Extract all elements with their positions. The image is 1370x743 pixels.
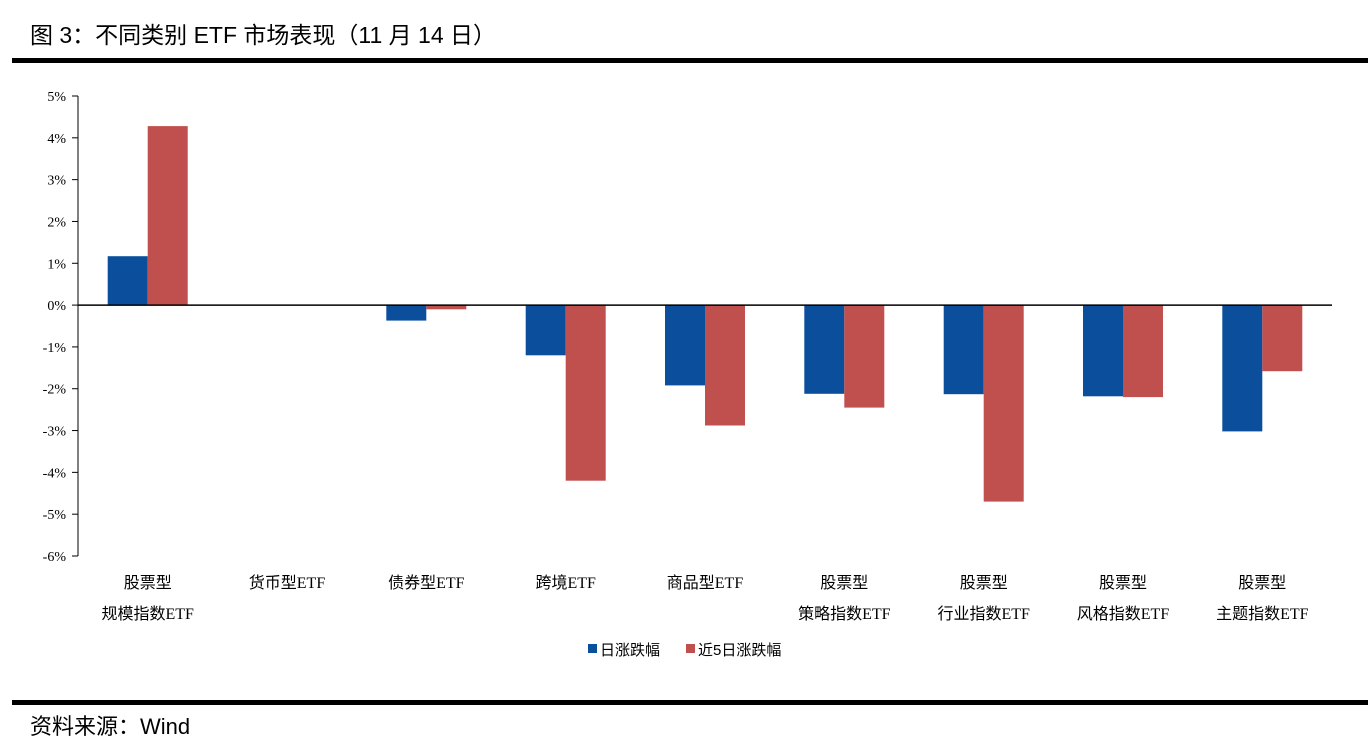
- x-category-label: 风格指数ETF: [1077, 605, 1170, 623]
- bar-five-day-7: [1123, 305, 1163, 398]
- bar-five-day-3: [565, 305, 606, 481]
- y-tick-label: -4%: [43, 466, 67, 481]
- bars-layer: [107, 126, 1303, 502]
- x-category-label: 跨境ETF: [535, 573, 596, 592]
- axes-layer: [77, 96, 1332, 556]
- y-tick-label: -1%: [43, 341, 67, 356]
- x-category-label: 债券型ETF: [388, 574, 465, 592]
- top-rule: [12, 58, 1368, 63]
- bar-daily-6: [943, 305, 984, 395]
- x-category-label: 股票型: [1099, 574, 1147, 592]
- y-tick-label: 3%: [47, 174, 66, 189]
- bar-daily-2: [386, 305, 427, 321]
- x-category-label: 策略指数ETF: [798, 605, 891, 623]
- x-category-label: 股票型: [820, 574, 868, 592]
- bar-five-day-6: [983, 305, 1024, 502]
- bar-daily-7: [1083, 305, 1123, 397]
- x-category-label: 主题指数ETF: [1216, 605, 1309, 623]
- bottom-rule: [12, 700, 1368, 705]
- bar-five-day-4: [705, 305, 745, 426]
- x-category-label: 货币型ETF: [249, 574, 326, 592]
- y-tick-label: -3%: [43, 425, 67, 440]
- y-tick-label: -5%: [43, 508, 67, 523]
- x-category-label: 规模指数ETF: [101, 605, 194, 623]
- x-category-label: 股票型: [1238, 574, 1286, 592]
- y-tick-label: 0%: [47, 299, 66, 314]
- legend-swatch-1: [686, 644, 695, 653]
- y-tick-label: -2%: [43, 383, 67, 398]
- y-tick-label: 5%: [47, 90, 66, 105]
- y-tick-label: -6%: [43, 550, 67, 565]
- legend-swatch-0: [588, 644, 597, 653]
- x-category-label: 股票型: [124, 574, 172, 592]
- x-category-label: 商品型ETF: [667, 574, 744, 592]
- x-category-label: 股票型: [960, 574, 1008, 592]
- source-note: 资料来源：Wind: [30, 714, 191, 739]
- bar-chart: 5% 4% 3% 2% 1% 0% -1% -2% -3% -4% -5% -6% 股票型规模指数ET…: [43, 90, 1332, 659]
- bar-daily-3: [525, 305, 566, 356]
- x-category-label: 行业指数ETF: [937, 605, 1030, 623]
- bar-daily-5: [804, 305, 845, 394]
- bar-daily-4: [665, 305, 705, 386]
- bar-five-day-0: [147, 126, 188, 306]
- legend: 日涨跌幅 近5日涨跌幅: [588, 642, 781, 659]
- y-tick-label: 2%: [47, 215, 66, 230]
- bar-daily-8: [1222, 305, 1263, 432]
- y-tick-label: 1%: [47, 257, 66, 272]
- figure-title: 图 3：不同类别 ETF 市场表现（11 月 14 日）: [30, 22, 497, 48]
- bar-five-day-2: [426, 305, 467, 310]
- bar-five-day-8: [1262, 305, 1303, 372]
- bar-daily-0: [107, 256, 148, 306]
- y-tick-label: 4%: [47, 132, 66, 147]
- legend-label-1: 近5日涨跌幅: [698, 642, 781, 659]
- legend-label-0: 日涨跌幅: [600, 642, 660, 659]
- y-ticks-layer: 5% 4% 3% 2% 1% 0% -1% -2% -3% -4% -5% -6%: [43, 90, 78, 565]
- bar-five-day-5: [844, 305, 885, 408]
